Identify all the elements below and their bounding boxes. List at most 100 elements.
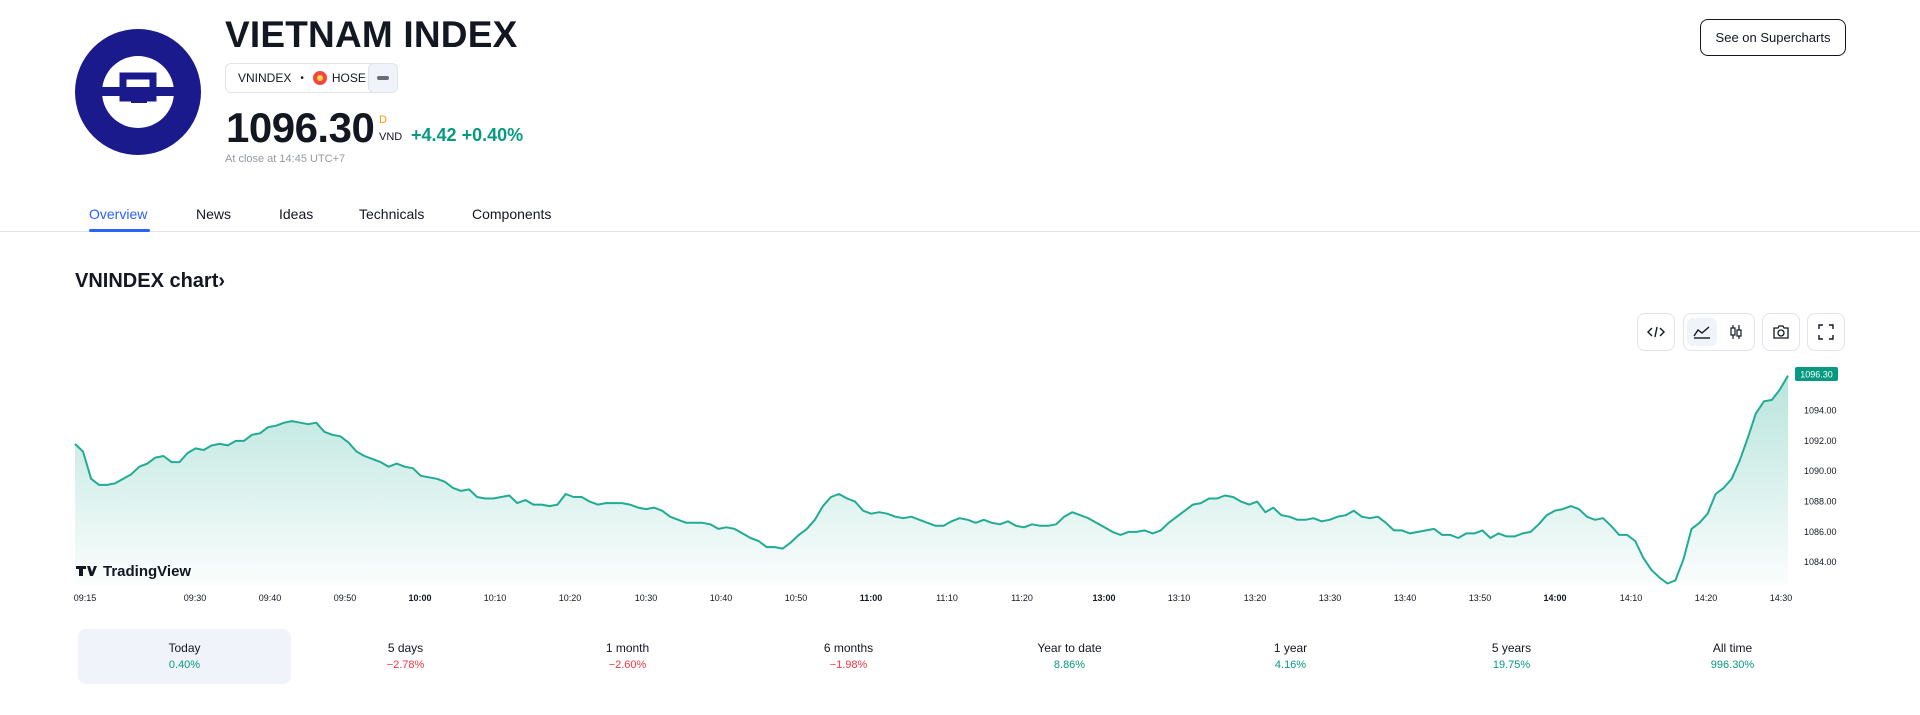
chart-style-toggle [1683, 313, 1755, 351]
performance-periods: Today 0.40% 5 days −2.78% 1 month −2.60%… [78, 629, 1858, 684]
period-value: −2.78% [386, 659, 425, 671]
x-tick-label: 10:10 [484, 593, 507, 603]
active-tab-indicator [89, 229, 150, 232]
chart-title-link[interactable]: VNINDEX chart› [75, 270, 225, 293]
x-tick-label: 14:20 [1695, 593, 1718, 603]
period-value: 0.40% [168, 659, 201, 671]
minus-icon [377, 76, 389, 80]
x-tick-label: 10:00 [408, 593, 431, 603]
market-status-badge: D [379, 114, 387, 126]
last-price-label: 1096.30 [1800, 370, 1833, 380]
period-today[interactable]: Today 0.40% [78, 629, 291, 684]
period-5-days[interactable]: 5 days −2.78% [299, 629, 512, 684]
x-tick-label: 13:50 [1469, 593, 1492, 603]
period-label: Today [168, 641, 201, 655]
more-button[interactable] [368, 63, 398, 93]
x-tick-label: 09:30 [184, 593, 207, 603]
chart-price-line [74, 375, 1789, 585]
chart-area-fill [75, 375, 1788, 585]
period-label: 5 years [1491, 641, 1532, 655]
x-tick-label: 14:10 [1620, 593, 1643, 603]
tab-overview[interactable]: Overview [89, 206, 148, 222]
x-tick-label: 13:40 [1394, 593, 1417, 603]
period-value: 19.75% [1492, 659, 1531, 671]
exchange-flag-icon [312, 71, 327, 85]
price-chart[interactable]: 1084.00 1086.00 1088.00 1090.00 1092.00 1094.… [0, 360, 1920, 610]
period-year-to-date[interactable]: Year to date 8.86% [963, 629, 1176, 684]
page-title: VIETNAM INDEX [225, 14, 518, 55]
chart-title-text: VNINDEX chart [75, 270, 219, 292]
period-6-months[interactable]: 6 months −1.98% [742, 629, 955, 684]
x-tick-label: 14:00 [1543, 593, 1566, 603]
last-price-tag: 1096.30 [1795, 367, 1838, 381]
close-timestamp: At close at 14:45 UTC+7 [225, 153, 346, 165]
embed-icon [1647, 326, 1665, 338]
tab-bar: Overview News Ideas Technicals Component… [0, 200, 1920, 232]
snapshot-button[interactable] [1762, 313, 1800, 351]
period-label: 1 year [1273, 641, 1308, 655]
currency-label: VND [379, 131, 403, 143]
x-tick-label: 13:30 [1319, 593, 1342, 603]
price-change: +4.42 +0.40% [411, 125, 523, 146]
x-axis: 09:15 09:30 09:40 09:50 10:00 10:10 10:20 10:30… [74, 593, 1793, 603]
x-tick-label: 11:10 [936, 593, 958, 603]
tradingview-watermark: TradingView [76, 563, 191, 580]
y-tick-label: 1088.00 [1804, 497, 1837, 507]
index-logo [75, 29, 201, 155]
x-tick-label: 11:20 [1011, 593, 1033, 603]
chevron-right-icon: › [218, 270, 226, 292]
watermark-text: TradingView [103, 563, 191, 580]
tab-news[interactable]: News [196, 206, 232, 222]
vnindex-logo-icon [102, 56, 174, 128]
price-value: 1096.30 [226, 104, 375, 151]
separator-dot: • [300, 72, 304, 84]
y-tick-label: 1094.00 [1804, 406, 1837, 416]
x-tick-label: 10:20 [559, 593, 582, 603]
y-axis: 1084.00 1086.00 1088.00 1090.00 1092.00 1094.… [1804, 406, 1837, 568]
period-value: −1.98% [829, 659, 868, 671]
x-tick-label: 09:50 [334, 593, 357, 603]
period-all-time[interactable]: All time 996.30% [1626, 629, 1839, 684]
tradingview-logo-icon [76, 566, 97, 576]
symbol-exchange-pill[interactable]: VNINDEX • HOSE [225, 63, 379, 93]
candles-icon [1730, 325, 1742, 339]
see-on-supercharts-button[interactable]: See on Supercharts [1700, 19, 1846, 56]
period-label: Year to date [1037, 641, 1102, 655]
embed-button[interactable] [1637, 313, 1675, 351]
period-value: 8.86% [1053, 659, 1086, 671]
tab-components[interactable]: Components [472, 206, 552, 222]
y-tick-label: 1086.00 [1804, 527, 1837, 537]
x-tick-label: 13:10 [1168, 593, 1191, 603]
tab-technicals[interactable]: Technicals [359, 206, 425, 222]
fullscreen-icon [1818, 324, 1834, 340]
period-value: 4.16% [1274, 659, 1307, 671]
period-value: 996.30% [1710, 659, 1755, 671]
exchange-label: HOSE [331, 71, 366, 85]
period-label: 1 month [605, 641, 650, 655]
x-tick-label: 11:00 [860, 593, 883, 603]
tab-ideas[interactable]: Ideas [279, 206, 314, 222]
x-tick-label: 10:50 [785, 593, 808, 603]
y-tick-label: 1090.00 [1804, 466, 1837, 476]
x-tick-label: 13:20 [1244, 593, 1267, 603]
candles-button[interactable] [1721, 318, 1751, 346]
period-label: 6 months [823, 641, 874, 655]
period-1-year[interactable]: 1 year 4.16% [1184, 629, 1397, 684]
y-tick-label: 1092.00 [1804, 436, 1837, 446]
period-value: −2.60% [608, 659, 647, 671]
period-1-month[interactable]: 1 month −2.60% [521, 629, 734, 684]
area-chart-button[interactable] [1687, 318, 1717, 346]
x-tick-label: 14:30 [1770, 593, 1793, 603]
camera-icon [1773, 325, 1789, 339]
period-5-years[interactable]: 5 years 19.75% [1405, 629, 1618, 684]
x-tick-label: 13:00 [1092, 593, 1115, 603]
area-chart-icon [1693, 326, 1710, 339]
x-tick-label: 09:15 [74, 593, 97, 603]
y-tick-label: 1084.00 [1804, 557, 1837, 567]
symbol-label: VNINDEX [238, 71, 292, 85]
period-label: All time [1712, 641, 1753, 655]
change-pct: +0.40% [461, 125, 524, 145]
fullscreen-button[interactable] [1807, 313, 1845, 351]
x-tick-label: 10:40 [710, 593, 733, 603]
change-abs: +4.42 [411, 125, 457, 145]
